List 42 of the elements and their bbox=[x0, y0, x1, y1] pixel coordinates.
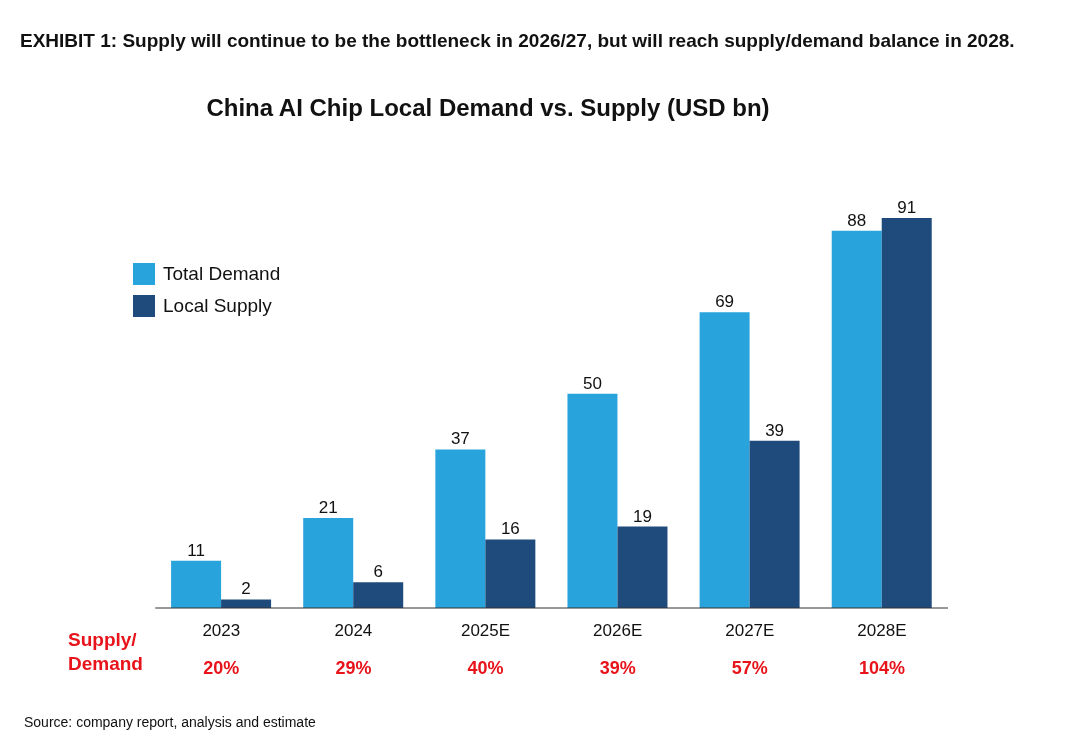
source-note: Source: company report, analysis and estimate bbox=[24, 714, 316, 730]
x-tick-label: 2025E bbox=[460, 621, 511, 640]
bar bbox=[881, 218, 932, 608]
text: 104% bbox=[858, 658, 905, 678]
data-label: 69 bbox=[715, 292, 735, 312]
bar bbox=[303, 518, 354, 608]
text: 20% bbox=[203, 658, 240, 678]
legend-label: Local Supply bbox=[163, 295, 272, 317]
data-label: 91 bbox=[897, 198, 917, 217]
data-label: 37 bbox=[450, 429, 470, 449]
text: Supply/ Demand bbox=[68, 628, 144, 676]
bar bbox=[567, 393, 618, 608]
text: 57% bbox=[731, 658, 768, 678]
data-label: 39 bbox=[765, 420, 785, 440]
data-label: 16 bbox=[500, 519, 520, 539]
text: 29% bbox=[335, 658, 372, 678]
data-label: 11 bbox=[187, 540, 205, 560]
bar bbox=[171, 560, 222, 608]
chart-subtitle: China AI Chip Local Demand vs. Supply (USD bn) bbox=[205, 94, 771, 122]
legend-label: Total Demand bbox=[163, 263, 281, 285]
bar bbox=[353, 582, 404, 608]
bar bbox=[485, 539, 536, 608]
data-label: 2 bbox=[241, 579, 251, 599]
data-label: 19 bbox=[633, 506, 652, 526]
text: 39% bbox=[599, 658, 636, 678]
bar bbox=[617, 526, 668, 608]
data-label: 88 bbox=[847, 210, 867, 230]
text: 40% bbox=[467, 658, 504, 678]
x-tick-label: 2028E bbox=[857, 621, 907, 640]
bar bbox=[749, 440, 800, 608]
x-tick-label: 2027E bbox=[725, 621, 775, 640]
x-tick-label: 2026E bbox=[593, 621, 643, 640]
bar bbox=[699, 312, 750, 608]
chart-title: EXHIBIT 1: Supply will continue to be the bottleneck in 2026/27, but will reach supply/demand balance in 2028. bbox=[20, 30, 1015, 52]
bar bbox=[221, 599, 272, 608]
data-label: 21 bbox=[318, 498, 338, 517]
x-tick-label: 2024 bbox=[334, 621, 373, 640]
bar bbox=[435, 449, 486, 608]
bar bbox=[831, 230, 882, 608]
data-label: 50 bbox=[583, 373, 602, 393]
x-tick-label: 2023 bbox=[202, 621, 241, 640]
data-label: 6 bbox=[373, 562, 383, 582]
